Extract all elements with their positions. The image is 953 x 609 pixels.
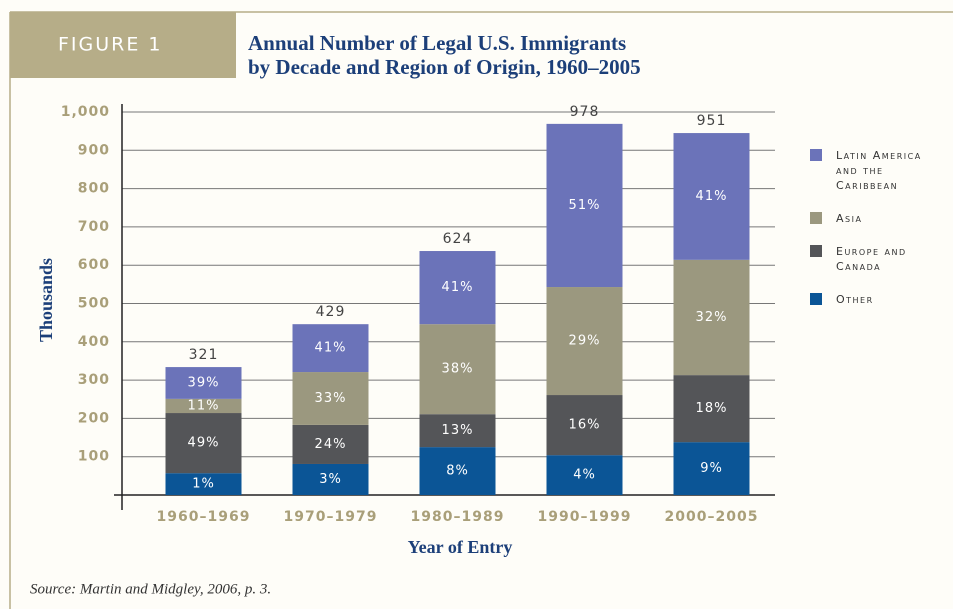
segment-label: 39%	[188, 375, 220, 390]
x-tick-label: 1970–1979	[284, 509, 378, 525]
bar-segment	[546, 455, 623, 495]
y-axis-label: Thousands	[36, 258, 56, 342]
y-tick-label: 400	[78, 334, 110, 350]
legend-label: Europe and Canada	[836, 245, 907, 273]
bar-segment	[673, 442, 750, 495]
segment-label: 1%	[192, 477, 215, 492]
figure-label: FIGURE 1	[58, 34, 163, 56]
segment-label: 41%	[442, 280, 474, 295]
legend-swatch	[810, 212, 822, 224]
bar-segment	[292, 372, 369, 425]
y-tick-label: 500	[78, 296, 110, 312]
bar-segment	[546, 395, 623, 456]
segment-label: 51%	[569, 198, 601, 213]
legend-item: Other	[810, 292, 936, 307]
total-label: 321	[189, 347, 219, 363]
legend-label: Other	[836, 293, 874, 306]
bar-segment	[419, 251, 496, 325]
bar-segment	[165, 413, 242, 474]
total-label: 951	[697, 113, 727, 129]
segment-label: 16%	[569, 418, 601, 433]
y-tick-label: 200	[78, 410, 110, 426]
total-label: 429	[316, 304, 346, 320]
y-tick-label: 300	[78, 372, 110, 388]
chart-subtitle: by Decade and Region of Origin, 1960–200…	[248, 55, 641, 79]
x-tick-label: 1980–1989	[411, 509, 505, 525]
bar-segment	[292, 463, 369, 495]
legend: Latin America and the Caribbean Asia Europ…	[810, 148, 940, 325]
bar-segment	[165, 367, 242, 399]
total-label: 978	[570, 104, 600, 120]
x-tick-label: 2000–2005	[665, 509, 759, 525]
figure-box	[10, 12, 236, 78]
bar-segment	[419, 414, 496, 448]
x-axis-label: Year of Entry	[408, 537, 513, 557]
segment-label: 8%	[446, 464, 469, 479]
legend-item: Asia	[810, 211, 936, 226]
segment-label: 24%	[315, 437, 347, 452]
segment-label: 41%	[315, 341, 347, 356]
bar-segment	[419, 447, 496, 495]
legend-item: Latin America and the Caribbean	[810, 148, 936, 193]
bar-segment	[673, 133, 750, 260]
segment-label: 41%	[696, 189, 728, 204]
legend-item: Europe and Canada	[810, 244, 936, 274]
legend-swatch	[810, 245, 822, 257]
segment-label: 32%	[696, 310, 728, 325]
y-tick-label: 100	[78, 449, 110, 465]
bar-segment	[419, 324, 496, 415]
segment-label: 13%	[442, 423, 474, 438]
total-label: 624	[443, 231, 473, 247]
bar-segment	[546, 287, 623, 396]
segment-label: 49%	[188, 436, 220, 451]
y-tick-label: 1,000	[61, 104, 110, 120]
segment-label: 11%	[188, 398, 220, 413]
bar-segment	[673, 375, 750, 443]
y-tick-label: 800	[78, 181, 110, 197]
bar-segment	[292, 324, 369, 373]
segment-label: 3%	[319, 472, 342, 487]
y-tick-label: 700	[78, 219, 110, 235]
bar-segment	[546, 123, 623, 288]
bar-segment	[673, 259, 750, 376]
x-tick-label: 1990–1999	[538, 509, 632, 525]
segment-label: 38%	[442, 362, 474, 377]
bar-segment	[165, 473, 242, 495]
y-tick-label: 600	[78, 257, 110, 273]
segment-label: 9%	[700, 461, 723, 476]
source: Source: Martin and Midgley, 2006, p. 3.	[30, 581, 271, 597]
x-tick-label: 1960–1969	[157, 509, 251, 525]
legend-label: Latin America and the Caribbean	[836, 149, 922, 192]
chart-title: Annual Number of Legal U.S. Immigrants	[248, 31, 626, 55]
segment-label: 33%	[315, 391, 347, 406]
bar-segment	[292, 424, 369, 464]
segment-label: 18%	[696, 401, 728, 416]
segment-label: 29%	[569, 334, 601, 349]
bar-segment	[165, 398, 242, 414]
y-tick-label: 900	[78, 142, 110, 158]
segment-label: 4%	[573, 468, 596, 483]
legend-swatch	[810, 293, 822, 305]
legend-swatch	[810, 149, 822, 161]
legend-label: Asia	[836, 212, 863, 225]
